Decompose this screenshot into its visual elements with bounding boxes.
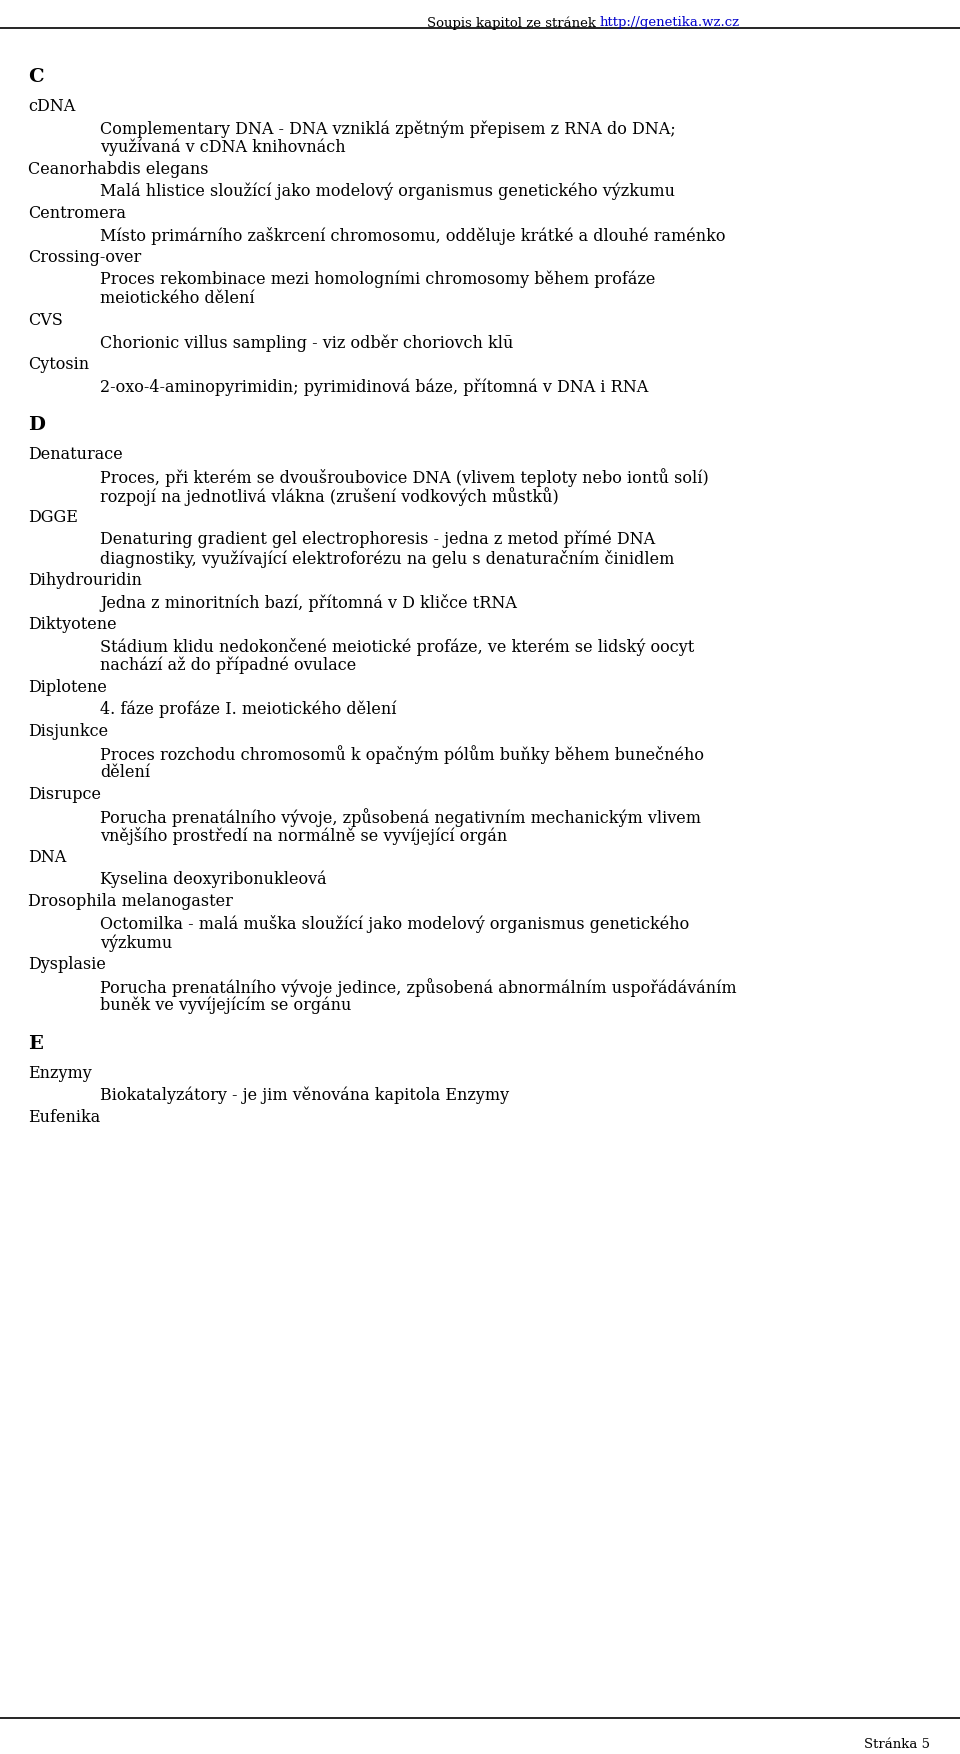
- Text: DNA: DNA: [28, 849, 66, 866]
- Text: Malá hlistice sloužící jako modelový organismus genetického výzkumu: Malá hlistice sloužící jako modelový org…: [100, 182, 675, 200]
- Text: Diplotene: Diplotene: [28, 679, 107, 696]
- Text: Ceanorhabdis elegans: Ceanorhabdis elegans: [28, 161, 208, 177]
- Text: využívaná v cDNA knihovnách: využívaná v cDNA knihovnách: [100, 139, 346, 156]
- Text: Porucha prenatálního vývoje jedince, způsobená abnormálním uspořádáváním: Porucha prenatálního vývoje jedince, způ…: [100, 979, 736, 996]
- Text: Stádium klidu nedokončené meiotické profáze, ve kterém se lidský oocyt: Stádium klidu nedokončené meiotické prof…: [100, 638, 694, 656]
- Text: vnějšího prostředí na normálně se vyvíjející orgán: vnějšího prostředí na normálně se vyvíje…: [100, 826, 507, 845]
- Text: Porucha prenatálního vývoje, způsobená negativním mechanickým vlivem: Porucha prenatálního vývoje, způsobená n…: [100, 809, 701, 826]
- Text: Kyselina deoxyribonukleová: Kyselina deoxyribonukleová: [100, 872, 326, 889]
- Text: DGGE: DGGE: [28, 509, 78, 526]
- Text: Enzymy: Enzymy: [28, 1065, 92, 1082]
- Text: Disrupce: Disrupce: [28, 786, 101, 803]
- Text: nachází až do případné ovulace: nachází až do případné ovulace: [100, 658, 356, 675]
- Text: http://genetika.wz.cz: http://genetika.wz.cz: [600, 16, 740, 30]
- Text: 4. fáze profáze I. meiotického dělení: 4. fáze profáze I. meiotického dělení: [100, 702, 396, 719]
- Text: Crossing-over: Crossing-over: [28, 249, 141, 267]
- Text: Stránka 5: Stránka 5: [864, 1738, 930, 1750]
- Text: Jedna z minoritních bazí, přítomná v D kličce tRNA: Jedna z minoritních bazí, přítomná v D k…: [100, 595, 516, 612]
- Text: C: C: [28, 68, 43, 86]
- Text: Cytosin: Cytosin: [28, 356, 89, 374]
- Text: buněk ve vyvíjejícím se orgánu: buněk ve vyvíjejícím se orgánu: [100, 996, 351, 1014]
- Text: Dysplasie: Dysplasie: [28, 956, 106, 973]
- Text: CVS: CVS: [28, 312, 62, 330]
- Text: Diktyotene: Diktyotene: [28, 616, 116, 633]
- Text: Complementary DNA - DNA vzniklá zpětným přepisem z RNA do DNA;: Complementary DNA - DNA vzniklá zpětným …: [100, 119, 676, 137]
- Text: D: D: [28, 416, 45, 433]
- Text: Soupis kapitol ze stránek: Soupis kapitol ze stránek: [427, 16, 600, 30]
- Text: Proces rozchodu chromosomů k opačným pólům buňky během bunečného: Proces rozchodu chromosomů k opačným pól…: [100, 745, 704, 765]
- Text: Proces, při kterém se dvoušroubovice DNA (vlivem teploty nebo iontů solí): Proces, při kterém se dvoušroubovice DNA…: [100, 468, 708, 488]
- Text: Místo primárního zaškrcení chromosomu, odděluje krátké a dlouhé raménko: Místo primárního zaškrcení chromosomu, o…: [100, 226, 726, 246]
- Text: Centromera: Centromera: [28, 205, 126, 223]
- Text: rozpojí na jednotlivá vlákna (zrušení vodkových můstků): rozpojí na jednotlivá vlákna (zrušení vo…: [100, 488, 559, 505]
- Text: dělení: dělení: [100, 765, 150, 781]
- Text: E: E: [28, 1035, 43, 1052]
- Text: Disjunkce: Disjunkce: [28, 723, 108, 740]
- Text: diagnostiky, využívající elektroforézu na gelu s denaturačním činidlem: diagnostiky, využívající elektroforézu n…: [100, 551, 674, 568]
- Text: 2-oxo-4-aminopyrimidin; pyrimidinová báze, přítomná v DNA i RNA: 2-oxo-4-aminopyrimidin; pyrimidinová báz…: [100, 379, 648, 395]
- Text: Biokatalyzátory - je jim věnována kapitola Enzymy: Biokatalyzátory - je jim věnována kapito…: [100, 1087, 509, 1105]
- Text: Proces rekombinace mezi homologními chromosomy během profáze: Proces rekombinace mezi homologními chro…: [100, 272, 656, 288]
- Text: Dihydrouridin: Dihydrouridin: [28, 572, 142, 589]
- Text: výzkumu: výzkumu: [100, 933, 172, 951]
- Text: Eufenika: Eufenika: [28, 1109, 100, 1126]
- Text: Octomilka - malá muška sloužící jako modelový organismus genetického: Octomilka - malá muška sloužící jako mod…: [100, 916, 689, 933]
- Text: cDNA: cDNA: [28, 98, 75, 116]
- Text: Denaturace: Denaturace: [28, 446, 123, 463]
- Text: Chorionic villus sampling - viz odběr choriovch klū: Chorionic villus sampling - viz odběr ch…: [100, 333, 514, 351]
- Text: Denaturing gradient gel electrophoresis - jedna z metod přímé DNA: Denaturing gradient gel electrophoresis …: [100, 531, 655, 549]
- Text: meiotického dělení: meiotického dělení: [100, 289, 254, 307]
- Text: Drosophila melanogaster: Drosophila melanogaster: [28, 893, 233, 910]
